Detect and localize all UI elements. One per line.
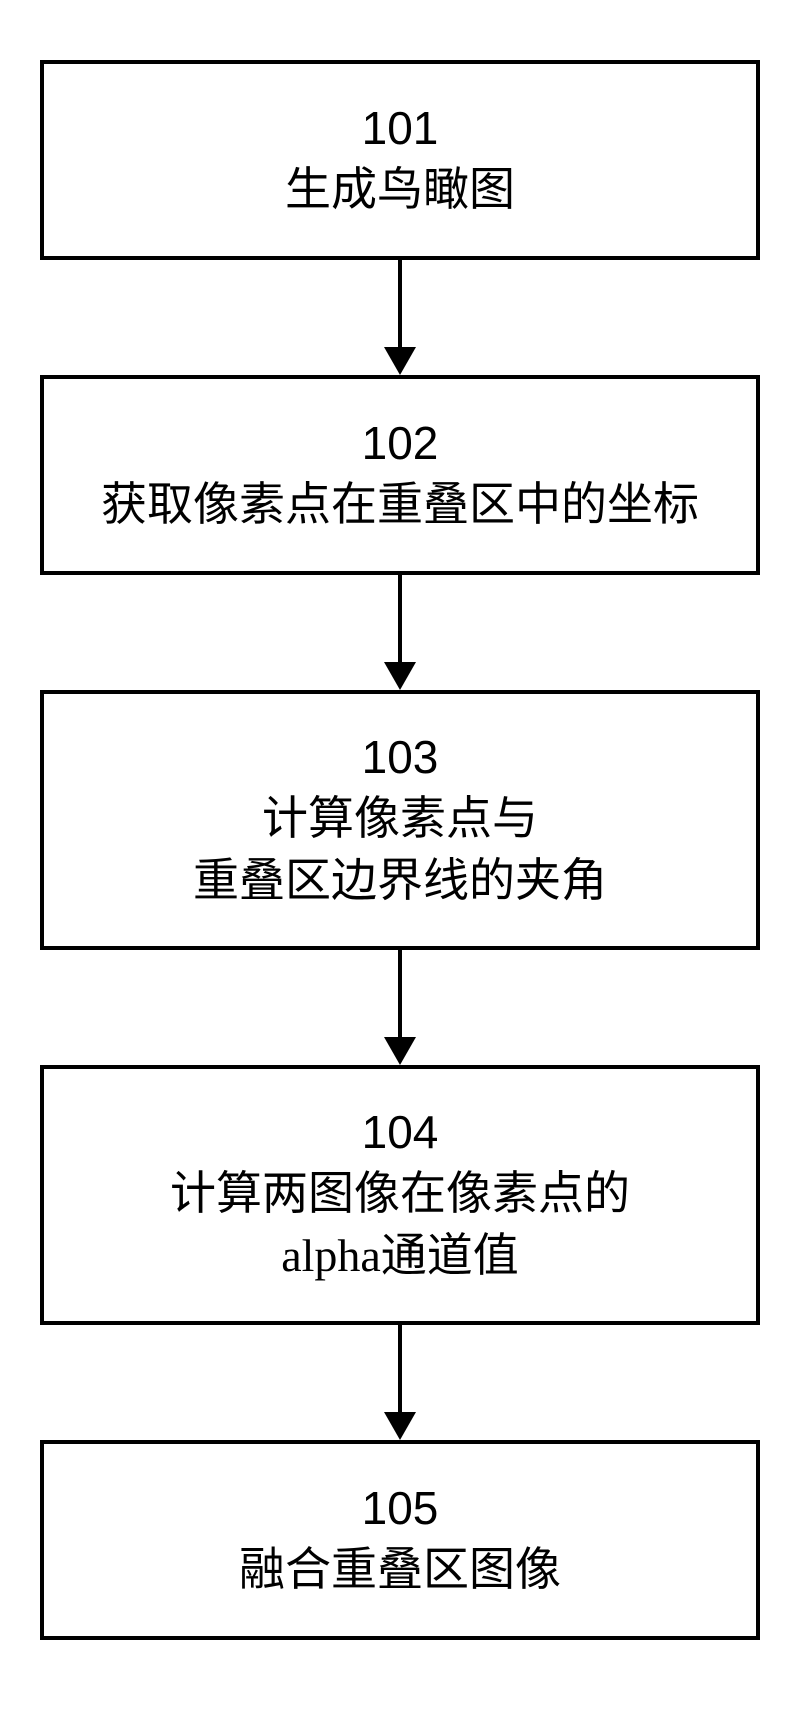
arrow-head-icon <box>384 662 416 690</box>
flowchart-container: 101 生成鸟瞰图 102 获取像素点在重叠区中的坐标 103 计算像素点与 重… <box>40 60 760 1640</box>
arrow-connector <box>384 260 416 375</box>
flow-step-104: 104 计算两图像在像素点的 alpha通道值 <box>40 1065 760 1325</box>
step-label: 生成鸟瞰图 <box>285 159 515 221</box>
step-label: 计算两图像在像素点的 alpha通道值 <box>170 1163 630 1287</box>
arrow-head-icon <box>384 1412 416 1440</box>
step-number: 101 <box>362 99 439 159</box>
step-number: 105 <box>362 1479 439 1539</box>
step-label: 计算像素点与 重叠区边界线的夹角 <box>193 788 607 912</box>
step-number: 103 <box>362 728 439 788</box>
arrow-head-icon <box>384 1037 416 1065</box>
arrow-line <box>398 950 402 1038</box>
flow-step-102: 102 获取像素点在重叠区中的坐标 <box>40 375 760 575</box>
step-label: 获取像素点在重叠区中的坐标 <box>101 474 699 536</box>
flow-step-101: 101 生成鸟瞰图 <box>40 60 760 260</box>
arrow-connector <box>384 1325 416 1440</box>
arrow-connector <box>384 950 416 1065</box>
arrow-line <box>398 260 402 348</box>
step-label: 融合重叠区图像 <box>239 1539 561 1601</box>
arrow-connector <box>384 575 416 690</box>
arrow-line <box>398 1325 402 1413</box>
flow-step-103: 103 计算像素点与 重叠区边界线的夹角 <box>40 690 760 950</box>
flow-step-105: 105 融合重叠区图像 <box>40 1440 760 1640</box>
arrow-line <box>398 575 402 663</box>
step-number: 104 <box>362 1103 439 1163</box>
step-number: 102 <box>362 414 439 474</box>
arrow-head-icon <box>384 347 416 375</box>
